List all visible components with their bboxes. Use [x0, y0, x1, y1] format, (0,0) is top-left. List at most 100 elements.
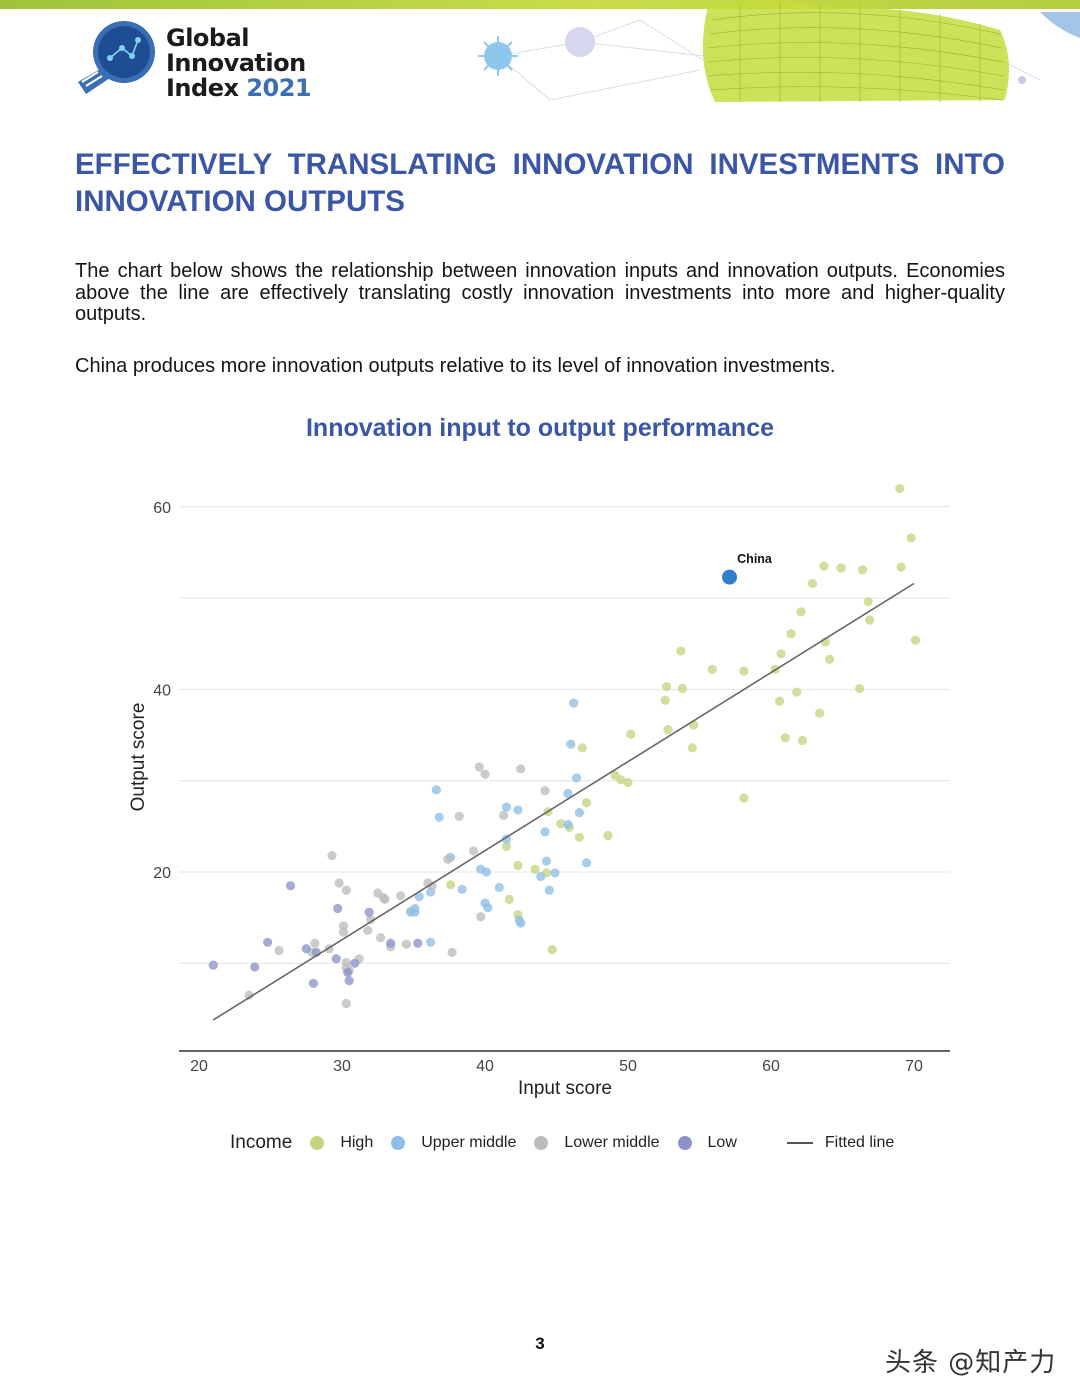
- data-point-lower-middle: [516, 764, 526, 774]
- data-point-high: [707, 664, 717, 674]
- data-point-lower-middle: [327, 850, 337, 861]
- data-point-high: [687, 743, 697, 753]
- data-point-high: [819, 561, 829, 571]
- legend-swatch-high: [310, 1136, 325, 1150]
- data-point-lower-middle: [341, 998, 351, 1009]
- lightbulb-logo-icon: [78, 21, 155, 94]
- data-point-lower-middle: [401, 939, 411, 949]
- legend-swatch-fitted-line: [786, 1142, 813, 1144]
- data-point-high: [780, 733, 790, 743]
- china-label: China: [737, 552, 773, 566]
- annotations: China: [737, 552, 773, 566]
- logo-line-2: Innovation: [166, 49, 306, 77]
- data-point-high: [739, 666, 749, 676]
- legend-label-lower-middle: Lower middle: [564, 1134, 660, 1151]
- data-point-high: [865, 615, 875, 625]
- x-axis-title: Input score: [518, 1078, 612, 1099]
- logo-year: 2021: [246, 74, 312, 102]
- data-point-high: [895, 483, 905, 494]
- logo-line-3: Index 2021: [166, 74, 312, 102]
- data-point-low: [364, 907, 374, 917]
- data-point-high: [910, 635, 921, 645]
- data-point-lower-middle: [366, 914, 376, 925]
- data-point-high: [660, 695, 670, 705]
- data-point-lower-middle: [443, 854, 453, 864]
- data-point-high: [739, 793, 749, 803]
- x-tick-label: 50: [619, 1058, 637, 1075]
- data-point-high: [446, 880, 456, 890]
- data-point-low: [344, 976, 354, 986]
- logo-index: Index: [166, 74, 239, 102]
- data-point-lower-middle: [310, 938, 320, 948]
- data-point-lower-middle: [540, 786, 550, 796]
- data-point-upper-middle: [434, 812, 444, 822]
- data-point-lower-middle: [274, 945, 284, 956]
- data-point-lower-middle: [476, 912, 486, 922]
- data-point-lower-middle: [427, 881, 437, 891]
- data-point-low: [386, 938, 396, 948]
- x-tick-labels: 20 30 40 50 60 70: [190, 1058, 923, 1075]
- data-point-high: [663, 724, 673, 735]
- legend-item-low: Low: [677, 1134, 737, 1152]
- data-point-low: [413, 938, 423, 948]
- data-point-lower-middle: [396, 891, 406, 901]
- data-point-lower-middle: [474, 762, 484, 772]
- data-point-high: [581, 798, 592, 808]
- legend-label-low: Low: [707, 1134, 737, 1151]
- data-point-lower-middle: [447, 947, 457, 957]
- data-point-upper-middle: [513, 805, 523, 815]
- data-point-high: [623, 777, 633, 788]
- page-heading: EFFECTIVELY TRANSLATING INNOVATION INVES…: [75, 148, 1005, 218]
- data-point-upper-middle: [457, 884, 467, 894]
- fitted-line-path: [212, 582, 915, 1021]
- legend-swatch-upper-middle: [391, 1136, 406, 1150]
- y-tick-labels: 20 40 60: [153, 500, 171, 882]
- grid-lines: [179, 506, 950, 964]
- y-axis-title: Output score: [128, 703, 149, 812]
- data-point-lower-middle: [341, 885, 351, 895]
- data-point-upper-middle: [406, 907, 416, 917]
- intro-paragraph: The chart below shows the relationship b…: [75, 260, 1005, 325]
- data-point-upper-middle: [501, 802, 512, 812]
- legend-item-lower-middle: Lower middle: [534, 1134, 660, 1152]
- data-point-high: [896, 562, 906, 572]
- data-point-high: [774, 696, 785, 706]
- legend-swatch-lower-middle: [534, 1136, 549, 1150]
- x-tick-label: 70: [905, 1058, 923, 1075]
- legend-label-upper-middle: Upper middle: [421, 1134, 517, 1151]
- x-tick-label: 60: [762, 1058, 780, 1075]
- legend-title: Income: [230, 1132, 293, 1153]
- data-point-high: [797, 735, 808, 746]
- legend-item-high: High: [310, 1134, 373, 1152]
- data-point-upper-middle: [516, 918, 526, 928]
- data-point-upper-middle: [544, 885, 554, 895]
- data-point-high: [547, 945, 557, 955]
- y-tick-label: 60: [153, 500, 171, 517]
- data-point-low: [285, 881, 296, 891]
- data-point-high: [857, 565, 868, 575]
- data-point-high: [776, 649, 786, 659]
- data-point-lower-middle: [468, 846, 479, 856]
- data-point-upper-middle: [483, 903, 493, 913]
- data-point-high: [577, 743, 587, 753]
- data-point-low: [263, 937, 273, 947]
- data-point-high: [501, 841, 512, 852]
- legend-item-upper-middle: Upper middle: [391, 1134, 516, 1152]
- data-point-high: [574, 832, 584, 842]
- data-point-high: [662, 682, 672, 692]
- data-point-high: [796, 607, 806, 617]
- chart-title: Innovation input to output performance: [305, 414, 775, 442]
- legend-label-fitted-line: Fitted line: [824, 1134, 895, 1151]
- data-point-upper-middle: [426, 937, 436, 947]
- data-point-low: [331, 954, 341, 964]
- data-point-upper-middle: [571, 773, 582, 783]
- data-point-lower-middle: [376, 933, 386, 943]
- data-point-low: [343, 967, 353, 978]
- data-point-lower-middle: [480, 769, 490, 779]
- data-point-high: [836, 563, 846, 573]
- data-point-high: [906, 533, 916, 543]
- legend-item-fitted-line: Fitted line: [755, 1134, 894, 1152]
- x-tick-label: 30: [333, 1058, 351, 1075]
- data-point-upper-middle: [566, 739, 576, 749]
- data-point-upper-middle: [541, 856, 552, 866]
